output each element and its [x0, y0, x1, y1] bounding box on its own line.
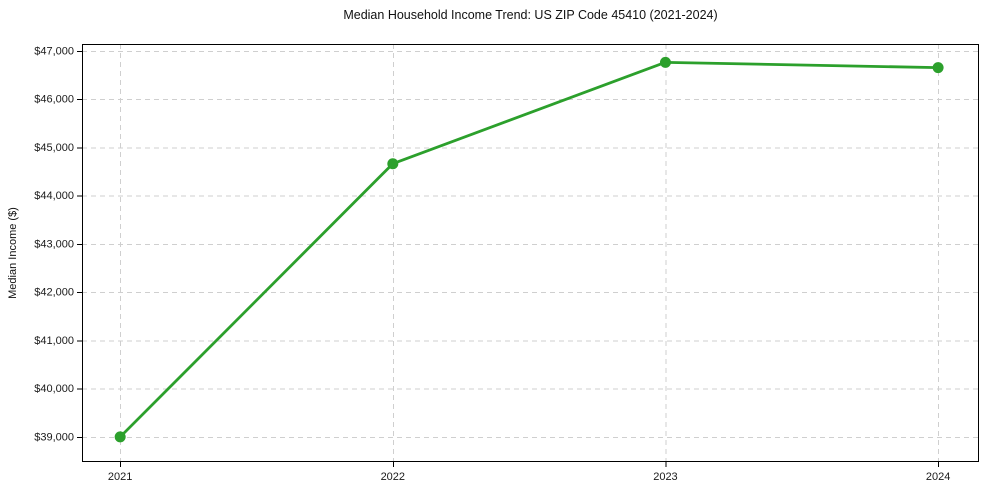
- y-tick-label: $47,000: [34, 45, 74, 57]
- y-tick-label: $41,000: [34, 335, 74, 347]
- data-point: [932, 62, 944, 74]
- x-tick-label: 2023: [653, 471, 677, 483]
- data-point: [659, 56, 671, 68]
- x-tick-label: 2022: [381, 471, 405, 483]
- y-tick-label: $46,000: [34, 94, 74, 106]
- chart-title: Median Household Income Trend: US ZIP Co…: [343, 8, 718, 22]
- data-point: [114, 431, 126, 443]
- y-tick-label: $44,000: [34, 190, 74, 202]
- y-tick-label: $45,000: [34, 142, 74, 154]
- y-tick-label: $43,000: [34, 238, 74, 250]
- data-point: [387, 158, 399, 170]
- data-line: [118, 60, 940, 439]
- y-tick-label: $42,000: [34, 287, 74, 299]
- y-tick-label: $39,000: [34, 431, 74, 443]
- x-tick-label: 2021: [108, 471, 132, 483]
- axes-spines: [82, 44, 979, 462]
- y-tick-label: $40,000: [34, 383, 74, 395]
- x-tick-label: 2024: [926, 471, 950, 483]
